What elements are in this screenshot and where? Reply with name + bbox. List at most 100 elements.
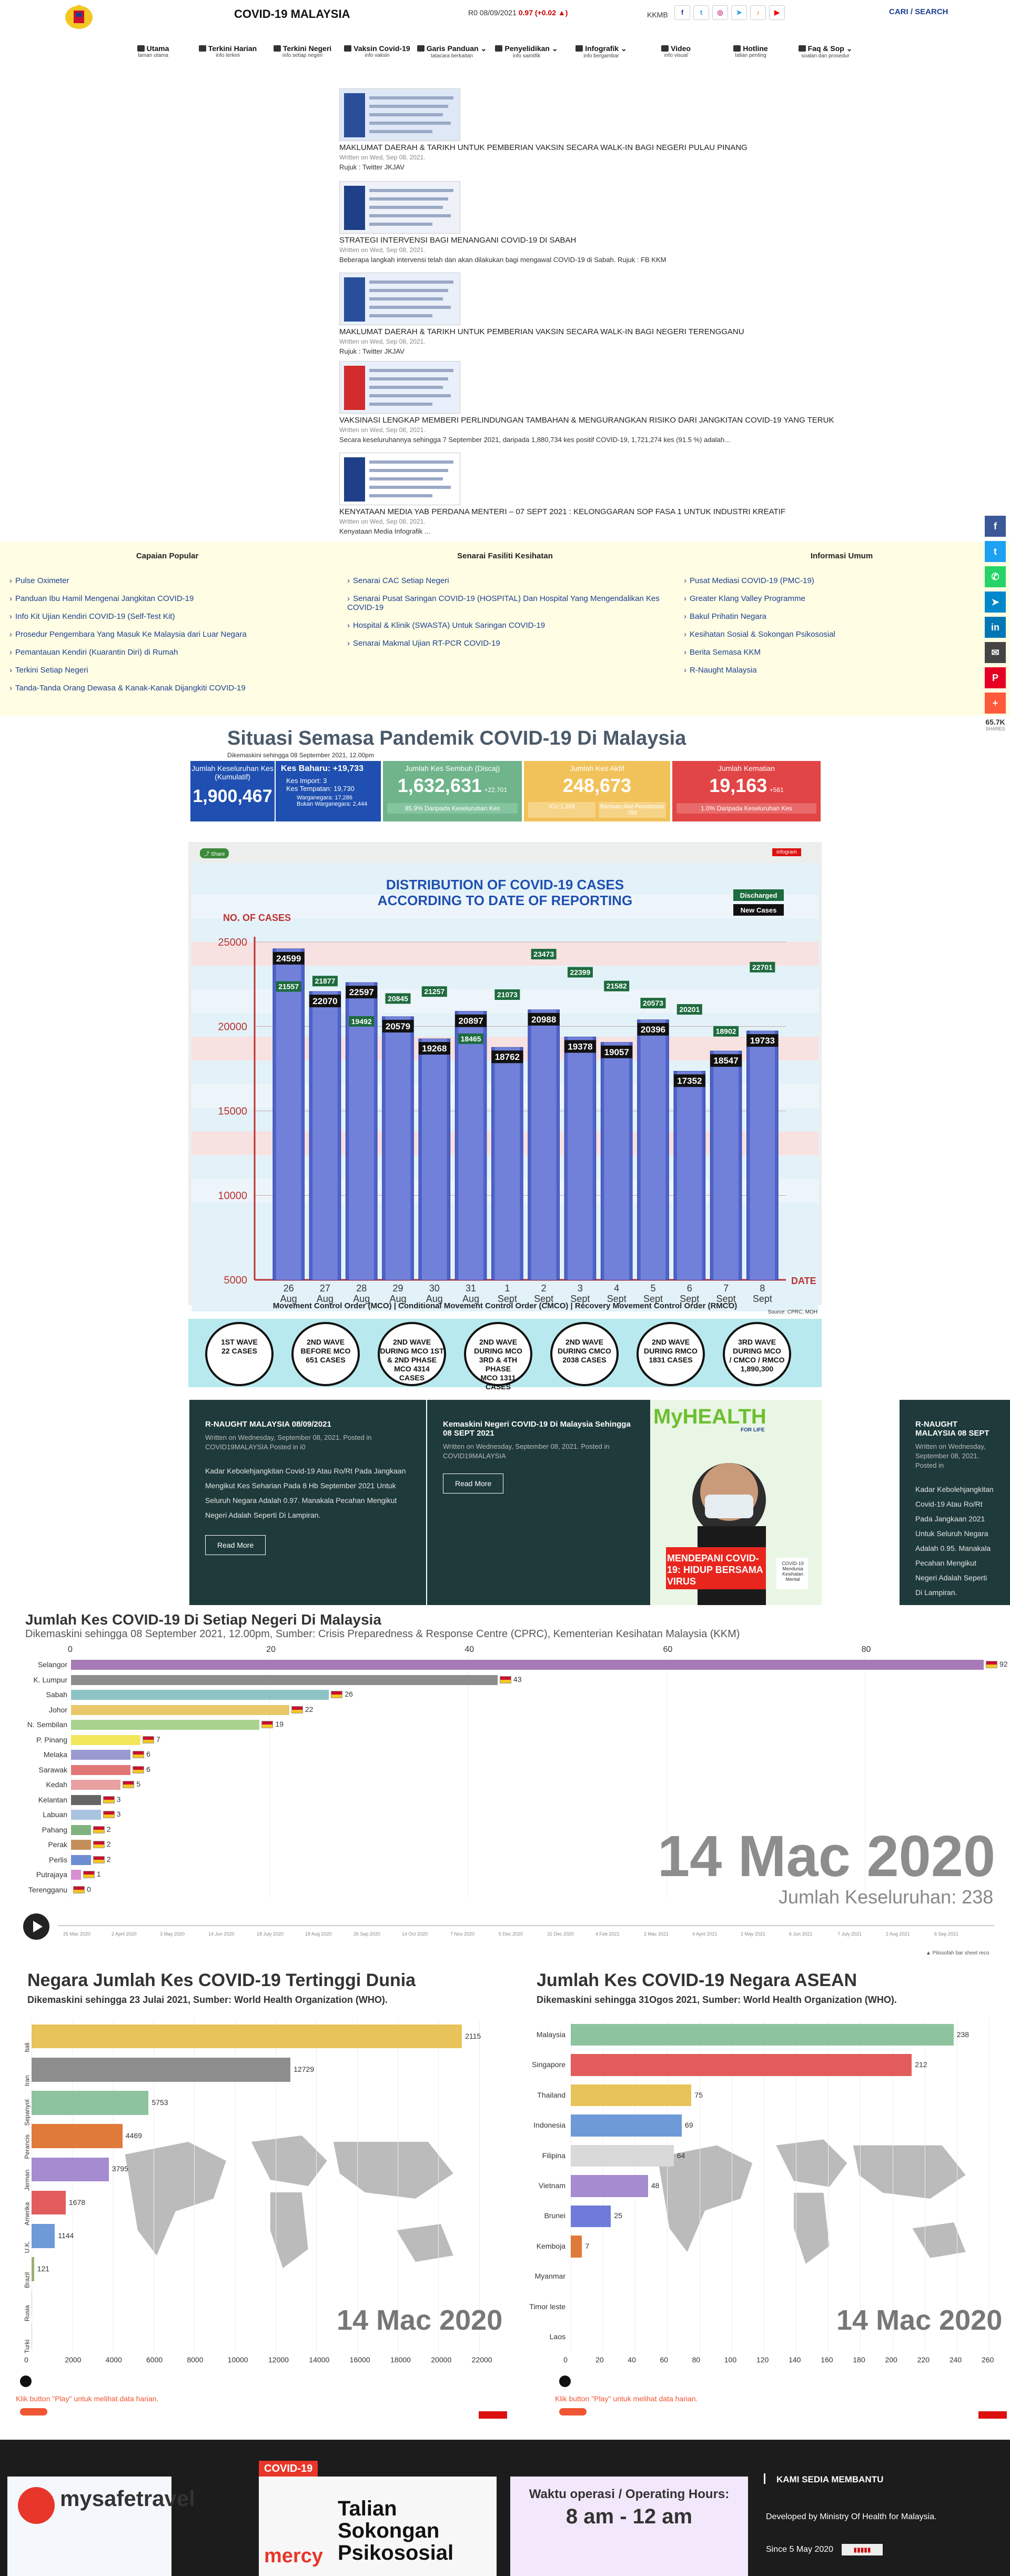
quick-link[interactable]: Prosedur Pengembara Yang Masuk Ke Malays…	[9, 630, 325, 639]
nav-label: Infografik ⌄	[585, 44, 627, 53]
column-heading: Informasi Umum	[810, 552, 873, 560]
news-item[interactable]: MAKLUMAT DAERAH & TARIKH UNTUK PEMBERIAN…	[339, 88, 748, 171]
quick-link[interactable]: Pemantauan Kendiri (Kuarantin Diri) di R…	[9, 648, 325, 657]
quick-link[interactable]: Kesihatan Sosial & Sokongan Psikososial	[684, 630, 999, 639]
news-thumbnail[interactable]	[339, 88, 460, 141]
kkm-label[interactable]: KKMB	[647, 11, 668, 19]
slide-title[interactable]: R-NAUGHT MALAYSIA 08 SEPT	[915, 1420, 989, 1438]
operating-hours-card[interactable]: Waktu operasi / Operating Hours: 8 am - …	[510, 2477, 748, 2576]
quick-link[interactable]: Pulse Oximeter	[9, 576, 325, 585]
twitter-share-icon[interactable]: t	[985, 541, 1006, 562]
youtube-icon[interactable]: ▶	[769, 5, 785, 20]
quick-link[interactable]: Terkini Setiap Negeri	[9, 666, 325, 675]
infogram-badge[interactable]	[978, 2411, 1007, 2419]
myhealth-ad[interactable]: MyHEALTH FOR LIFE MENDEPANI COVID-19: HI…	[650, 1400, 822, 1605]
site-title[interactable]: COVID-19 MALAYSIA	[234, 7, 350, 21]
quick-link[interactable]: R-Naught Malaysia	[684, 666, 999, 675]
play-button[interactable]	[559, 2375, 571, 2387]
infogram-badge[interactable]	[479, 2411, 507, 2419]
telegram-share-icon[interactable]: ➤	[985, 592, 1006, 613]
play-button[interactable]	[20, 2375, 32, 2387]
news-title[interactable]: STRATEGI INTERVENSI BAGI MENANGANI COVID…	[339, 236, 577, 245]
new-cases-label-box	[746, 1034, 779, 1047]
quick-link[interactable]: Pusat Mediasi COVID-19 (PMC-19)	[684, 576, 999, 585]
read-more-button[interactable]: Read More	[443, 1474, 504, 1494]
nav-item-8[interactable]: Hotline talian penting	[713, 44, 788, 65]
nav-item-3[interactable]: Vaksin Covid-19 info vaksin	[340, 44, 415, 65]
quick-link[interactable]: Senarai CAC Setiap Negeri	[347, 576, 663, 585]
mysafetravel-card[interactable]: mysafetravel	[7, 2477, 195, 2576]
news-meta: Written on Wed, Sep 08, 2021.	[339, 426, 426, 434]
nav-item-5[interactable]: Penyelidikan ⌄ info saintifik	[489, 44, 564, 65]
quick-link[interactable]: Greater Klang Valley Programme	[684, 594, 999, 603]
whatsapp-share-icon[interactable]: ✆	[985, 566, 1006, 587]
news-item[interactable]: STRATEGI INTERVENSI BAGI MENANGANI COVID…	[339, 181, 666, 264]
more-share-icon[interactable]: +	[985, 693, 1006, 714]
facebook-share-icon[interactable]: f	[985, 516, 1006, 537]
new-cases-label: 17352	[677, 1076, 702, 1086]
quick-link[interactable]: Tanda-Tanda Orang Dewasa & Kanak-Kanak D…	[9, 684, 325, 693]
telegram-icon[interactable]: ➤	[731, 5, 747, 20]
quick-link[interactable]: Info Kit Ujian Kendiri COVID-19 (Self-Te…	[9, 612, 325, 621]
nav-item-6[interactable]: Infografik ⌄ info bergambar	[564, 44, 639, 65]
facebook-icon[interactable]: f	[674, 5, 690, 20]
discharged-label-box	[567, 967, 593, 978]
country-label: Kemboja	[536, 2241, 565, 2250]
country-label: Perancis	[23, 2134, 31, 2159]
nav-item-1[interactable]: Terkini Harian info terkini	[190, 44, 265, 65]
country-label: Vietnam	[538, 2181, 565, 2190]
twitter-icon[interactable]: t	[693, 5, 709, 20]
tiktok-icon[interactable]: ♪	[750, 5, 766, 20]
quick-link[interactable]: Senarai Makmal Ujian RT-PCR COVID-19	[347, 639, 663, 648]
nav-item-0[interactable]: Utama laman utama	[116, 44, 190, 65]
slide-meta: Written on Wednesday, September 08, 2021…	[443, 1442, 610, 1460]
nav-label: Faq & Sop ⌄	[807, 44, 853, 53]
quick-link[interactable]: Panduan Ibu Hamil Mengenai Jangkitan COV…	[9, 594, 325, 603]
search-link[interactable]: CARI / SEARCH	[889, 7, 948, 16]
slide-title[interactable]: R-NAUGHT MALAYSIA 08/09/2021	[205, 1420, 331, 1429]
news-item[interactable]: KENYATAAN MEDIA YAB PERDANA MENTERI – 07…	[339, 453, 785, 535]
government-crest-logo[interactable]	[63, 3, 95, 32]
quick-link[interactable]: Senarai Pusat Saringan COVID-19 (HOSPITA…	[347, 594, 663, 612]
linkedin-share-icon[interactable]: in	[985, 617, 1006, 638]
legend-new-cases: New Cases	[741, 906, 777, 914]
infogram-badge[interactable]: infogram	[772, 848, 801, 856]
news-title[interactable]: VAKSINASI LENGKAP MEMBERI PERLINDUNGAN T…	[339, 416, 834, 425]
wave-line: 651 CASES	[306, 1356, 346, 1364]
read-more-button[interactable]: Read More	[915, 1612, 976, 1632]
news-thumbnail[interactable]	[339, 361, 460, 414]
share-chart-button[interactable]: ⤴ Share	[200, 848, 229, 858]
country-bar	[571, 2236, 582, 2258]
replay-badge[interactable]	[20, 2408, 47, 2415]
news-title[interactable]: MAKLUMAT DAERAH & TARIKH UNTUK PEMBERIAN…	[339, 327, 744, 336]
instagram-icon[interactable]: ◎	[712, 5, 728, 20]
nav-item-9[interactable]: Faq & Sop ⌄ soalan dan prosedur	[788, 44, 863, 65]
quick-link[interactable]: Bakul Prihatin Negara	[684, 612, 999, 621]
slide-title[interactable]: Kemaskini Negeri COVID-19 Di Malaysia Se…	[443, 1420, 631, 1438]
news-item[interactable]: VAKSINASI LENGKAP MEMBERI PERLINDUNGAN T…	[339, 361, 834, 444]
nav-item-4[interactable]: Garis Panduan ⌄ tatacara berkaitan	[415, 44, 489, 65]
quick-link[interactable]: Berita Semasa KKM	[684, 648, 999, 657]
read-more-button[interactable]: Read More	[205, 1535, 266, 1555]
x-tick-label: 28	[356, 1283, 367, 1294]
news-thumbnail[interactable]	[339, 453, 460, 505]
psychosocial-card[interactable]: COVID-19 Talian Sokongan Psikososial mer…	[259, 2461, 497, 2576]
pinterest-share-icon[interactable]: P	[985, 667, 1006, 688]
chart-grid-line	[194, 2020, 195, 2352]
discharged-label: 20845	[388, 994, 408, 1003]
email-share-icon[interactable]: ✉	[985, 642, 1006, 663]
news-title[interactable]: MAKLUMAT DAERAH & TARIKH UNTUK PEMBERIAN…	[339, 143, 748, 152]
top-bar: COVID-19 MALAYSIA R0 08/09/2021 0.97 (+0…	[0, 0, 1010, 37]
news-item[interactable]: MAKLUMAT DAERAH & TARIKH UNTUK PEMBERIAN…	[339, 273, 744, 355]
play-button[interactable]	[23, 1913, 49, 1940]
nav-item-7[interactable]: Video info visual	[639, 44, 713, 65]
chart-axis-tick: 8000	[187, 2356, 204, 2364]
nav-item-2[interactable]: Terkini Negeri info setiap negeri	[265, 44, 340, 65]
news-thumbnail[interactable]	[339, 181, 460, 234]
news-title[interactable]: KENYATAAN MEDIA YAB PERDANA MENTERI – 07…	[339, 507, 786, 516]
replay-badge[interactable]	[559, 2408, 587, 2415]
timeline-slider[interactable]	[58, 1925, 994, 1926]
quick-link[interactable]: Hospital & Klinik (SWASTA) Untuk Saringa…	[347, 621, 663, 630]
news-thumbnail[interactable]	[339, 273, 460, 325]
country-bar	[32, 2224, 55, 2248]
